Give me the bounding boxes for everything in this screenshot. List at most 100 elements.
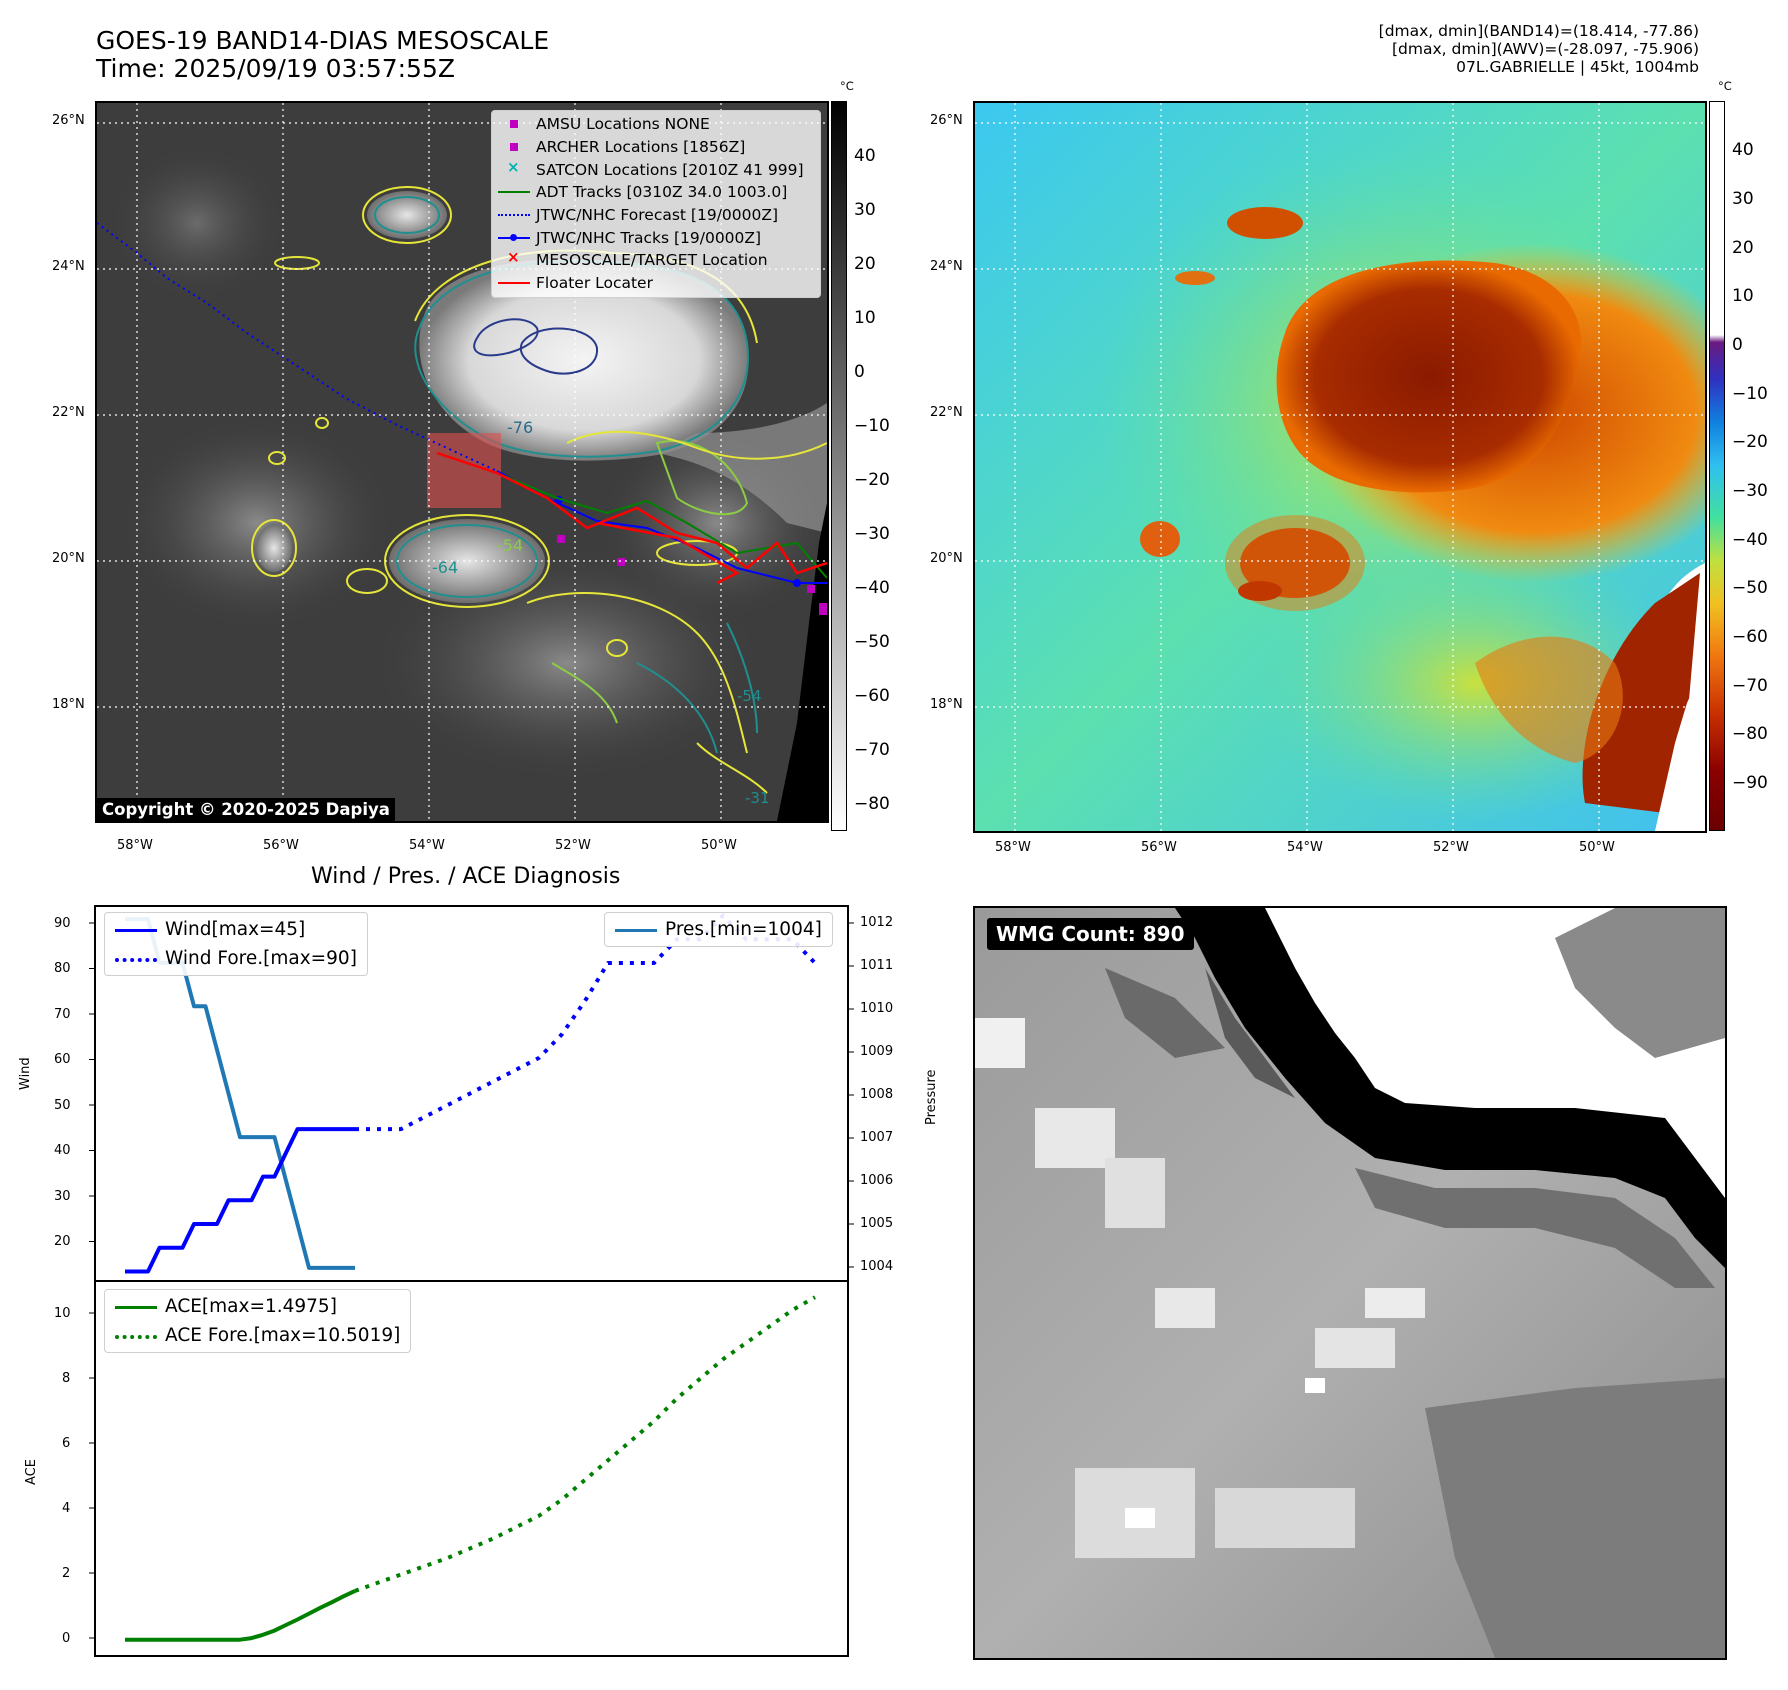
ace-tick: 2 (62, 1566, 71, 1581)
map-gridlines (97, 103, 827, 821)
lon-label: 58°W (117, 838, 153, 853)
lon-label: 58°W (995, 840, 1031, 855)
lon-label: 54°W (1287, 840, 1323, 855)
pres-tick: 1006 (860, 1173, 894, 1188)
wind-tick: 60 (54, 1052, 71, 1067)
cb-tick: 30 (1732, 189, 1754, 209)
ace-tick: 10 (54, 1306, 71, 1321)
lat-label: 22°N (52, 405, 85, 420)
lat-label: 22°N (930, 405, 963, 420)
line-icon (115, 928, 157, 932)
lat-label: 26°N (52, 113, 85, 128)
pressure-legend: Pres.[min=1004] (604, 912, 833, 947)
info-block: [dmax, dmin](BAND14)=(18.414, -77.86) [d… (1379, 22, 1699, 76)
wv-colorbar (1709, 101, 1725, 831)
lat-label: 20°N (930, 551, 963, 566)
cb-tick: −50 (1732, 578, 1768, 598)
ace-tick: 8 (62, 1371, 71, 1386)
cb-tick: −80 (1732, 724, 1768, 744)
wv-colorbar-unit: °C (1718, 79, 1732, 93)
cb-tick: 10 (1732, 286, 1754, 306)
info-line-1: [dmax, dmin](BAND14)=(18.414, -77.86) (1378, 22, 1699, 40)
cb-tick: −20 (854, 470, 890, 490)
lon-label: 54°W (409, 838, 445, 853)
diagnosis-chart (89, 905, 854, 1657)
ace-axes-frame (94, 1280, 849, 1657)
lat-label: 24°N (930, 259, 963, 274)
line-icon (498, 282, 530, 285)
dotted-line-icon (115, 1334, 157, 1339)
wmg-panel: WMG Count: 890 (973, 906, 1727, 1660)
legend-item-jtwc-forecast: JTWC/NHC Forecast [19/0000Z] (492, 204, 820, 227)
ir-colorbar (831, 101, 847, 831)
cb-tick: −10 (854, 416, 890, 436)
wind-tick: 80 (54, 961, 71, 976)
wind-ylabel: Wind (18, 1057, 33, 1090)
ace-tick: 0 (62, 1631, 71, 1646)
copyright-label: Copyright © 2020-2025 Dapiya (97, 798, 395, 821)
cb-tick: 30 (854, 200, 876, 220)
cb-tick: −50 (854, 632, 890, 652)
ir-colorbar-unit: °C (840, 79, 854, 93)
cb-tick: −30 (854, 524, 890, 544)
ace-forecast-line (354, 1295, 816, 1593)
cb-tick: 20 (1732, 238, 1754, 258)
ace-tick: 6 (62, 1436, 71, 1451)
contour-label: -54 (497, 536, 523, 555)
lat-label: 18°N (930, 697, 963, 712)
info-line-2: [dmax, dmin](AWV)=(-28.097, -75.906) (1392, 40, 1699, 58)
line-icon (498, 191, 530, 194)
legend-item-jtwc-tracks: JTWC/NHC Tracks [19/0000Z] (492, 226, 820, 249)
title-line-2: Time: 2025/09/19 03:57:55Z (96, 54, 455, 83)
ace-plot-area (125, 1295, 816, 1642)
legend-item-adt: ADT Tracks [0310Z 34.0 1003.0] (492, 181, 820, 204)
wind-tick: 50 (54, 1098, 71, 1113)
jtwc-forecast-track (97, 222, 498, 472)
legend-item-ace-fore: ACE Fore.[max=10.5019] (107, 1321, 408, 1350)
cb-tick: 0 (854, 362, 865, 382)
cb-tick: −30 (1732, 481, 1768, 501)
cb-tick: 10 (854, 308, 876, 328)
lon-label: 50°W (701, 838, 737, 853)
cb-tick: 40 (854, 146, 876, 166)
figure-title: GOES-19 BAND14-DIAS MESOSCALE Time: 2025… (96, 27, 549, 83)
pres-tick: 1011 (860, 958, 894, 973)
lat-label: 26°N (930, 113, 963, 128)
cb-tick: −10 (1732, 384, 1768, 404)
legend-item-archer: ARCHER Locations [1856Z] (492, 136, 820, 159)
ir-map-panel: -76 -64 -54 -54 -31 (95, 101, 829, 823)
wmg-imagery (975, 908, 1725, 1658)
wind-line (125, 1127, 355, 1274)
contour-label: -54 (737, 687, 762, 705)
cb-tick: −60 (1732, 627, 1768, 647)
cb-tick: −40 (1732, 530, 1768, 550)
floater-locater-track (436, 451, 827, 575)
wind-tick: 70 (54, 1007, 71, 1022)
cb-tick: −40 (854, 578, 890, 598)
wind-legend: Wind[max=45] Wind Fore.[max=90] (104, 912, 368, 976)
cb-tick: −70 (1732, 676, 1768, 696)
wind-tick-marks (89, 922, 95, 1242)
adt-track (496, 472, 827, 579)
lon-label: 52°W (555, 838, 591, 853)
pres-tick: 1012 (860, 915, 894, 930)
cb-tick: −60 (854, 686, 890, 706)
pres-tick: 1010 (860, 1001, 894, 1016)
dotted-line-icon (498, 214, 530, 217)
legend-item-mesoscale: × MESOSCALE/TARGET Location (507, 248, 768, 270)
wv-imagery (975, 103, 1705, 831)
wind-tick: 30 (54, 1189, 71, 1204)
cb-tick: −90 (1732, 773, 1768, 793)
legend-item-floater: Floater Locater (492, 272, 820, 295)
diagnosis-title: Wind / Pres. / ACE Diagnosis (311, 864, 621, 889)
pres-tick: 1004 (860, 1259, 894, 1274)
pres-tick: 1008 (860, 1087, 894, 1102)
x-marker-icon: × (507, 157, 520, 176)
title-line-1: GOES-19 BAND14-DIAS MESOSCALE (96, 26, 550, 55)
info-line-3: 07L.GABRIELLE | 45kt, 1004mb (1456, 58, 1699, 76)
lon-label: 52°W (1433, 840, 1469, 855)
ace-tick-marks (89, 1312, 95, 1639)
ace-line (125, 1589, 356, 1642)
legend-item-satcon: × SATCON Locations [2010Z 41 999] (507, 157, 804, 179)
cb-tick: 40 (1732, 140, 1754, 160)
